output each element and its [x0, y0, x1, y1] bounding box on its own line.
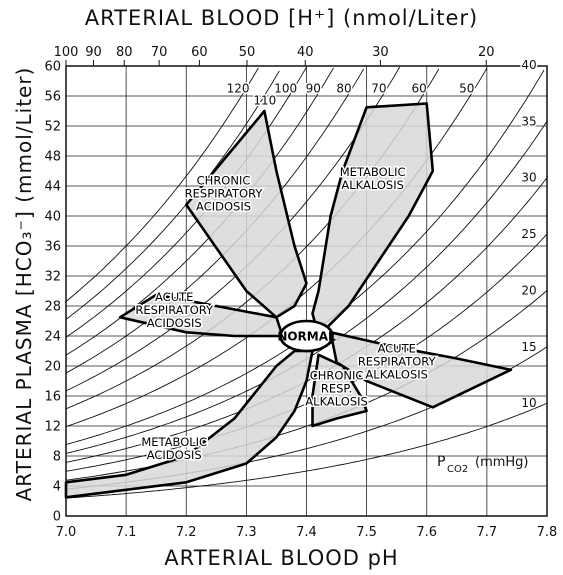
pco2-value-label: 30 — [521, 171, 536, 185]
region-area — [118, 293, 284, 338]
region-label: ACIDOSIS — [147, 316, 202, 330]
pco2-isopleth — [65, 67, 334, 356]
region-area — [185, 109, 308, 319]
y-tick-label: 12 — [44, 420, 61, 435]
y-tick-label: 28 — [44, 300, 61, 315]
normal-label: NORMAL — [277, 330, 336, 344]
pco2-isopleth — [65, 67, 259, 302]
top-tick-label: 50 — [239, 45, 256, 60]
y-tick-label: 48 — [44, 150, 61, 165]
y-tick-label: 20 — [44, 360, 61, 375]
plot-frame — [65, 65, 548, 517]
y-tick-label: 36 — [44, 240, 61, 255]
y-tick-label: 4 — [53, 480, 61, 495]
pco2-value-label: 15 — [521, 340, 536, 354]
x-tick-label: 7.8 — [537, 525, 558, 540]
y-tick-label: 60 — [44, 60, 61, 75]
pco2-value-label: 40 — [521, 58, 536, 72]
disorder-regions — [64, 102, 513, 499]
region-label: ACUTE — [155, 290, 193, 304]
region-label: ALKALOSIS — [365, 368, 428, 382]
pco2-value-label: 100 — [274, 82, 297, 96]
y-tick-label: 8 — [53, 450, 61, 465]
pco2-value-label: 70 — [371, 82, 386, 96]
region-label: RESP. — [321, 382, 352, 396]
top-tick-label: 20 — [478, 45, 495, 60]
top-tick-label: 30 — [372, 45, 389, 60]
region-area — [64, 349, 314, 499]
pco2-isopleth — [65, 68, 364, 374]
pco2-value-label: 80 — [336, 82, 351, 96]
region-area — [311, 102, 435, 338]
x-tick-label: 7.5 — [356, 525, 377, 540]
pco2-value-label: 10 — [521, 396, 536, 410]
y-tick-label: 52 — [44, 120, 61, 135]
top-tick-label: 100 — [54, 45, 79, 60]
y-tick-label: 24 — [44, 330, 61, 345]
pco2-value-label: 20 — [521, 283, 536, 297]
top-tick-label: 90 — [85, 45, 102, 60]
region-label: RESPIRATORY — [185, 187, 264, 201]
y-tick-label: 44 — [44, 180, 61, 195]
pco2-value-label: 50 — [459, 82, 474, 96]
pco2-label-main: P — [437, 454, 445, 470]
x-axis-label: ARTERIAL BLOOD pH — [164, 546, 399, 570]
top-tick-label: 40 — [297, 45, 314, 60]
region-label: ALKALOSIS — [341, 178, 404, 192]
x-tick-label: 7.6 — [416, 525, 437, 540]
region-labels: CHRONICRESPIRATORYACIDOSISMETABOLICALKAL… — [134, 164, 438, 464]
pco2-isopleth — [65, 70, 280, 320]
pco2-isopleth — [65, 66, 401, 392]
top-tick-label: 80 — [116, 45, 133, 60]
pco2-value-label: 35 — [521, 114, 536, 128]
top-axis-ticks: 100 90 80 70 60 50 40 30 20 — [54, 45, 495, 66]
region-label: RESPIRATORY — [135, 303, 214, 317]
y-tick-label: 32 — [44, 270, 61, 285]
pco2-label-group: P CO2 (mmHg) — [437, 454, 529, 475]
x-tick-label: 7.0 — [56, 525, 77, 540]
region-label: ACIDOSIS — [147, 448, 202, 462]
top-tick-label: 60 — [191, 45, 208, 60]
region-label: CHRONIC — [310, 369, 364, 383]
x-tick-label: 7.2 — [176, 525, 197, 540]
y-axis-label: ARTERIAL PLASMA [HCO₃⁻] (mmol/Liter) — [12, 66, 36, 502]
x-tick-label: 7.3 — [236, 525, 257, 540]
pco2-isopleth — [65, 233, 548, 472]
x-tick-label: 7.4 — [296, 525, 317, 540]
y-tick-label: 40 — [44, 210, 61, 225]
pco2-isopleth — [65, 402, 548, 499]
y-tick-label: 0 — [53, 510, 61, 525]
pco2-value-label: 90 — [306, 82, 321, 96]
pco2-value-label: 60 — [411, 82, 426, 96]
pco2-value-label: 110 — [253, 94, 276, 108]
x-axis-ticks: 7.0 7.1 7.2 7.3 7.4 7.5 7.6 7.7 7.8 — [56, 525, 558, 540]
pco2-label-sub: CO2 — [447, 464, 468, 475]
region-label: CHRONIC — [197, 174, 251, 188]
chart-title: ARTERIAL BLOOD [H⁺] (nmol/Liter) — [84, 6, 479, 30]
pco2-value-label: 120 — [227, 82, 250, 96]
pco2-label-unit: (mmHg) — [475, 455, 529, 470]
x-tick-label: 7.7 — [477, 525, 498, 540]
y-tick-label: 16 — [44, 390, 61, 405]
y-tick-label: 56 — [44, 90, 61, 105]
region-label: ACUTE — [377, 342, 415, 356]
region-label: ALKALOSIS — [305, 395, 368, 409]
region-label: ACIDOSIS — [196, 200, 251, 214]
top-tick-label: 70 — [151, 45, 168, 60]
region-label: METABOLIC — [141, 435, 207, 449]
pco2-value-label: 25 — [521, 227, 536, 241]
region-label: RESPIRATORY — [358, 355, 437, 369]
x-tick-label: 7.1 — [116, 525, 137, 540]
normal-ellipse — [279, 319, 334, 353]
region-area — [311, 353, 368, 428]
region-label: METABOLIC — [340, 165, 406, 179]
